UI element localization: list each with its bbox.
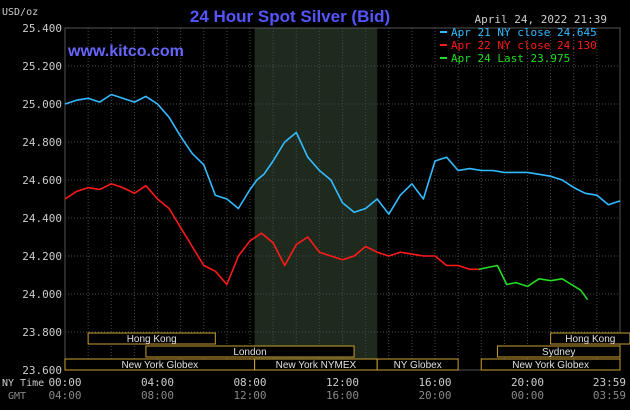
- nymex-band-rect: [254, 28, 378, 370]
- y-tick-label: 25.400: [22, 22, 62, 35]
- axes: 25.400 25.200 25.000 24.800 24.600 24.400 24.2…: [2, 22, 626, 402]
- legend-entry: Apr 22 NY close 24.130: [451, 39, 597, 52]
- x-tick-label-ny: 08:00: [233, 376, 266, 389]
- series-line: [64, 93, 621, 215]
- market-session-box: [550, 332, 630, 345]
- market-session-box: [496, 345, 621, 358]
- y-tick-label: 25.000: [22, 98, 62, 111]
- market-sessions: Hong Kong Hong Kong London Sydney New York G…: [64, 332, 630, 371]
- chart-title: 24 Hour Spot Silver (Bid): [190, 7, 390, 26]
- y-tick-label: 24.800: [22, 136, 62, 149]
- x-tick-label-ny: 20:00: [511, 376, 544, 389]
- market-session-box: [145, 345, 355, 358]
- market-session-label: Hong Kong: [127, 334, 177, 345]
- series-line: [64, 183, 479, 286]
- y-axis-unit-label: USD/oz: [2, 7, 38, 18]
- kitco-watermark: www.kitco.com: [67, 43, 184, 60]
- series: [64, 93, 621, 301]
- x-tick-label-gmt: 04:00: [48, 389, 81, 402]
- y-tick-label: 23.800: [22, 326, 62, 339]
- x-tick-label-gmt: 16:00: [326, 389, 359, 402]
- x-tick-label-gmt: 20:00: [418, 389, 451, 402]
- x-tick-label-ny: 23:59: [593, 376, 626, 389]
- y-tick-label: 24.000: [22, 288, 62, 301]
- y-tick-label: 25.200: [22, 60, 62, 73]
- market-session-label: New York Globex: [512, 360, 589, 371]
- y-tick-label: 24.200: [22, 250, 62, 263]
- market-session-box: [87, 332, 216, 345]
- legend-entry: Apr 21 NY close 24.645: [451, 26, 597, 39]
- x-tick-label-gmt: 03:59: [593, 389, 626, 402]
- market-session-box: [376, 358, 459, 371]
- x-tick-label-ny: 00:00: [48, 376, 81, 389]
- market-session-box: [480, 358, 621, 371]
- x-tick-label-gmt: 00:00: [511, 389, 544, 402]
- x-tick-label-gmt: 08:00: [141, 389, 174, 402]
- market-session-label: London: [233, 347, 266, 358]
- market-session-label: Hong Kong: [565, 334, 615, 345]
- market-session-label: New York NYMEX: [276, 360, 357, 371]
- x-axis-gmt-label: GMT: [8, 391, 26, 402]
- series-line: [478, 264, 589, 301]
- y-tick-label: 23.600: [22, 364, 62, 377]
- market-session-label: Sydney: [542, 347, 575, 358]
- y-tick-label: 24.400: [22, 212, 62, 225]
- x-tick-label-ny: 12:00: [326, 376, 359, 389]
- nymex-highlight-band: [254, 28, 378, 370]
- market-session-label: NY Globex: [394, 360, 442, 371]
- market-session-label: New York Globex: [121, 360, 198, 371]
- x-tick-label-ny: 16:00: [418, 376, 451, 389]
- y-tick-label: 24.600: [22, 174, 62, 187]
- x-tick-label-ny: 04:00: [141, 376, 174, 389]
- x-tick-label-gmt: 12:00: [233, 389, 266, 402]
- legend-entry: Apr 24 Last 23.975: [451, 52, 570, 65]
- x-axis-ny-time-label: NY Time: [2, 378, 44, 389]
- chart-date-label: April 24, 2022 21:39: [475, 13, 607, 26]
